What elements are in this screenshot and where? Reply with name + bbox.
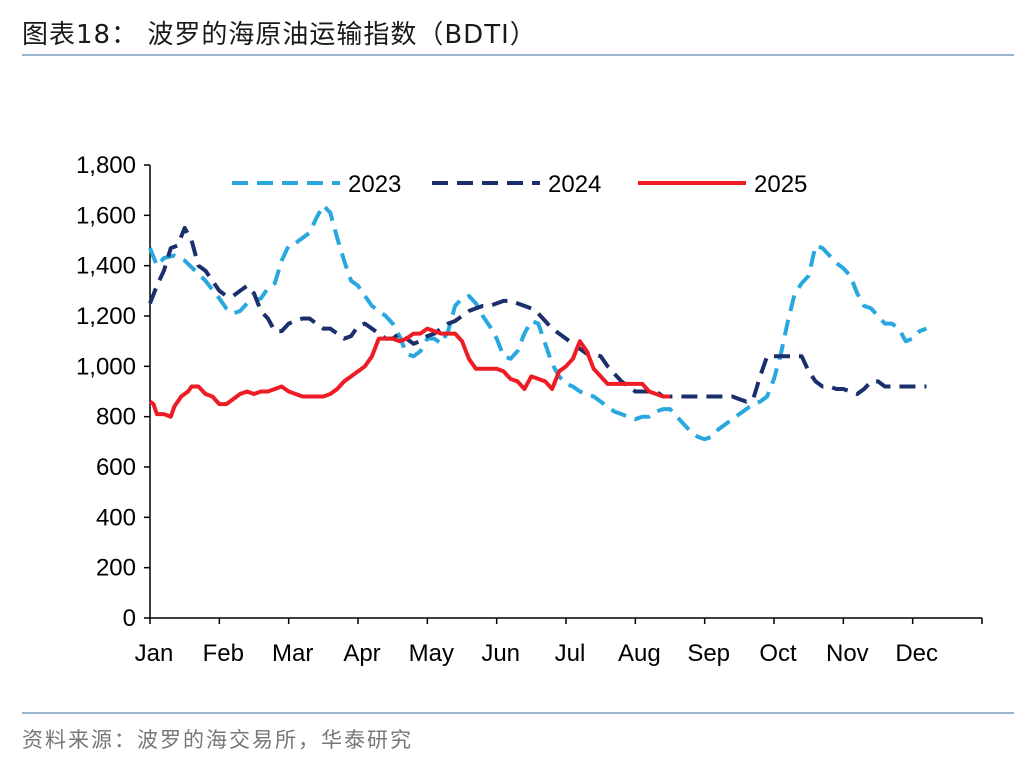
x-tick-label: Dec	[895, 640, 938, 667]
x-tick-label: Mar	[272, 640, 313, 667]
top-divider	[22, 54, 1014, 56]
x-tick-label: May	[409, 640, 454, 667]
y-tick-label: 400	[96, 504, 136, 531]
legend-label-2024: 2024	[548, 171, 601, 198]
line-chart: 0 200 400 600 800 1,000 1,200 1,400 1,600 1,800 Ja…	[76, 152, 983, 667]
x-tick-label: Feb	[203, 640, 244, 667]
series-line-2024	[148, 225, 927, 404]
x-tick-label: Aug	[618, 640, 661, 667]
y-tick-label: 600	[96, 454, 136, 481]
source-note: 资料来源：波罗的海交易所，华泰研究	[22, 728, 413, 752]
x-tick-label: Oct	[759, 640, 797, 667]
x-tick-label: Jun	[481, 640, 520, 667]
y-tick-label: 1,400	[76, 253, 136, 280]
chart-title: 图表18： 波罗的海原油运输指数（BDTI）	[22, 20, 537, 50]
x-tick-label: Jul	[555, 640, 586, 667]
series-line-2025	[148, 326, 670, 419]
x-tick-label: Sep	[687, 640, 730, 667]
legend-label-2025: 2025	[754, 171, 807, 198]
x-tick-label: Nov	[826, 640, 869, 667]
legend-label-2023: 2023	[348, 171, 401, 198]
y-tick-label: 0	[123, 605, 136, 632]
series-line-2023	[148, 203, 928, 442]
y-tick-label: 1,000	[76, 353, 136, 380]
y-tick-label: 1,600	[76, 202, 136, 229]
bottom-divider	[22, 712, 1014, 714]
y-tick-label: 800	[96, 404, 136, 431]
y-tick-label: 1,200	[76, 303, 136, 330]
title-bar: 图表18： 波罗的海原油运输指数（BDTI）	[22, 14, 537, 54]
x-tick-label: Jan	[135, 640, 174, 667]
y-tick-label: 1,800	[76, 152, 136, 179]
x-tick-label: Apr	[343, 640, 380, 667]
y-tick-label: 200	[96, 555, 136, 582]
